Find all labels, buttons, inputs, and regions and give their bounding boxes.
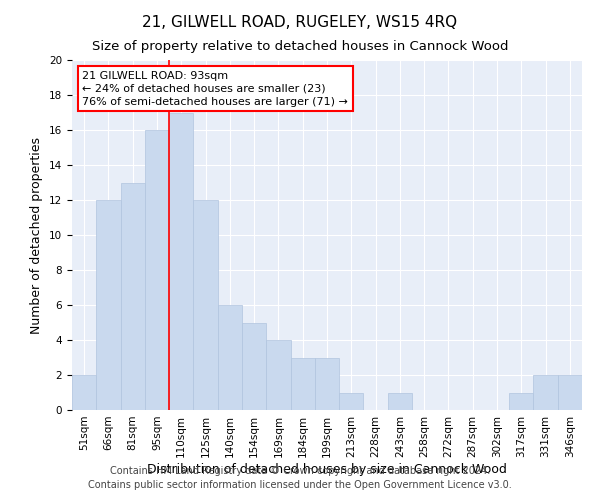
Bar [218, 305, 242, 410]
Text: 21 GILWELL ROAD: 93sqm
← 24% of detached houses are smaller (23)
76% of semi-det: 21 GILWELL ROAD: 93sqm ← 24% of detached… [82, 70, 348, 107]
Text: 21, GILWELL ROAD, RUGELEY, WS15 4RQ: 21, GILWELL ROAD, RUGELEY, WS15 4RQ [142, 15, 458, 30]
X-axis label: Distribution of detached houses by size in Cannock Wood: Distribution of detached houses by size … [147, 462, 507, 475]
Text: Contains HM Land Registry data © Crown copyright and database right 2024.
Contai: Contains HM Land Registry data © Crown c… [88, 466, 512, 490]
Bar [96, 200, 121, 410]
Bar [388, 392, 412, 410]
Bar [169, 112, 193, 410]
Bar [558, 375, 582, 410]
Bar [193, 200, 218, 410]
Bar [242, 322, 266, 410]
Bar [315, 358, 339, 410]
Bar [290, 358, 315, 410]
Bar [121, 182, 145, 410]
Bar [266, 340, 290, 410]
Bar [145, 130, 169, 410]
Bar [339, 392, 364, 410]
Bar [533, 375, 558, 410]
Text: Size of property relative to detached houses in Cannock Wood: Size of property relative to detached ho… [92, 40, 508, 53]
Bar [72, 375, 96, 410]
Bar [509, 392, 533, 410]
Y-axis label: Number of detached properties: Number of detached properties [31, 136, 43, 334]
